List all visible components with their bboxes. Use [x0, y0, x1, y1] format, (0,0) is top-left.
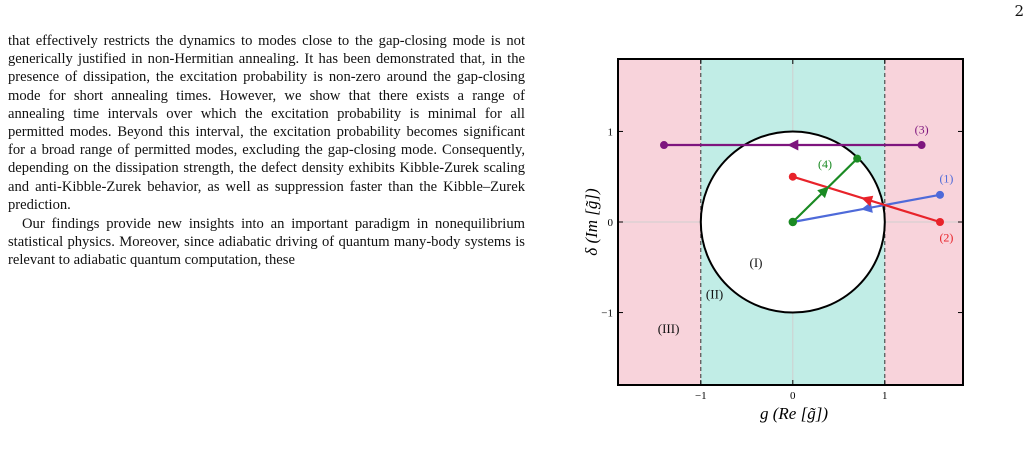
region-label-2: (II) — [706, 286, 723, 301]
path-4-label: (4) — [818, 157, 832, 171]
region-label-1: (I) — [750, 255, 763, 270]
path-3-arrow — [787, 139, 799, 151]
path-3-end-point — [660, 141, 668, 150]
path-2-label: (2) — [939, 230, 953, 244]
page-number: 2 — [1014, 2, 1024, 20]
path-3-label: (3) — [915, 123, 929, 137]
x-tick-label-1: −1 — [695, 390, 707, 402]
path-4-arrow — [817, 186, 829, 199]
x-axis-label: g (Re [g̃]) — [760, 404, 828, 423]
region-label-3: (III) — [658, 321, 680, 336]
paragraph-1: that effectively restricts the dynamics … — [8, 33, 525, 213]
y-axis-label: δ (Im [g̃]) — [585, 188, 601, 256]
x-tick-label-3: 1 — [882, 390, 888, 402]
path-1-label: (1) — [939, 172, 953, 186]
phase-diagram-svg: (1) (2) (3) (4) (I) (II) (III) −1 0 1 −1 0 1 g (Re … — [582, 58, 964, 423]
y-tick-label-1: −1 — [601, 308, 613, 320]
phase-diagram-figure: (1) (2) (3) (4) (I) (II) (III) −1 0 1 −1 0 1 g (Re … — [582, 40, 985, 440]
body-text-column: that effectively restricts the dynamics … — [8, 32, 525, 270]
path-2-arrow — [861, 195, 874, 207]
path-1-start-point — [936, 190, 944, 199]
path-3-start-point — [917, 141, 926, 150]
x-tick-label-2: 0 — [790, 390, 796, 402]
path-2-end-point — [788, 172, 797, 181]
y-tick-label-3: 1 — [608, 126, 614, 138]
path-2-start-point — [936, 218, 944, 226]
paragraph-2: Our findings provide new insights into a… — [8, 216, 525, 269]
path-4-end-point — [853, 154, 862, 163]
origin-point — [788, 217, 797, 227]
y-tick-label-2: 0 — [608, 217, 614, 229]
